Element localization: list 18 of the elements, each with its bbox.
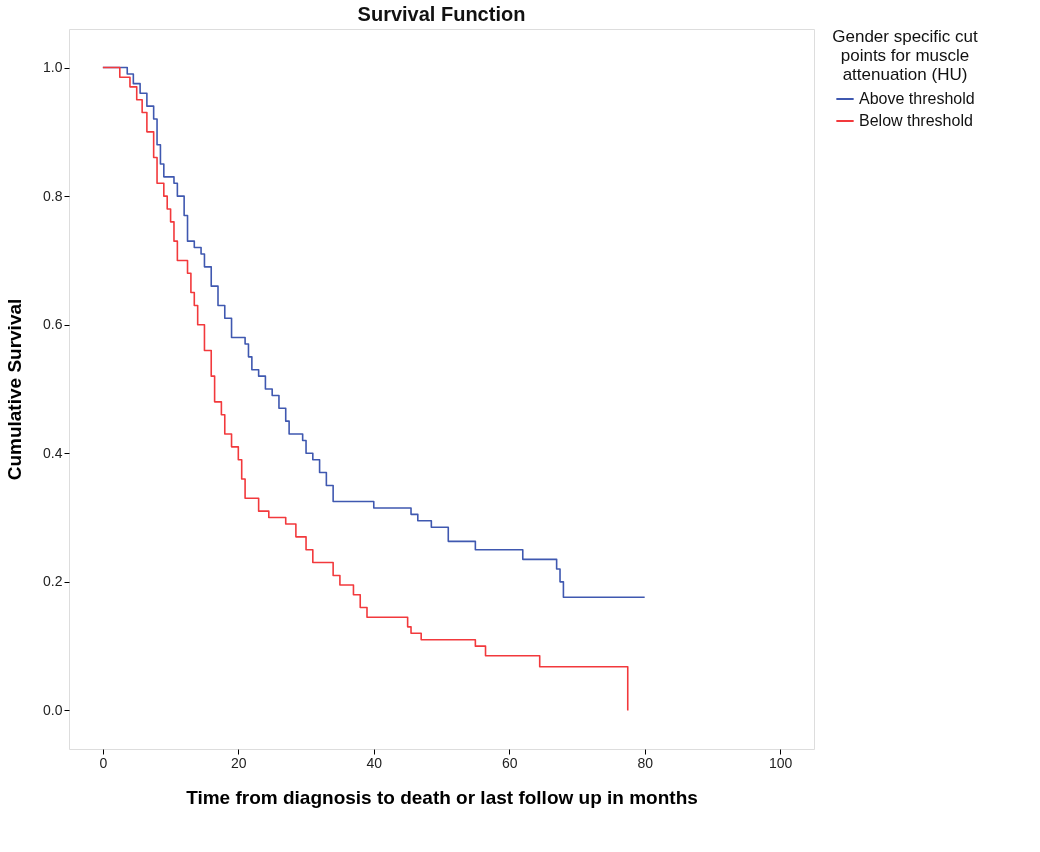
- x-tick-label: 40: [366, 754, 383, 771]
- x-tick-label: 20: [231, 754, 247, 771]
- y-axis-title: Cumulative Survival: [4, 298, 26, 481]
- x-axis-title: Time from diagnosis to death or last follow up in months: [186, 786, 698, 808]
- x-tick-label: 0: [99, 754, 108, 771]
- y-tick-label: 1.0: [43, 59, 63, 76]
- y-tick-label: 0.2: [43, 573, 63, 590]
- x-tick-label: 100: [768, 754, 793, 771]
- y-tick-label: 0.4: [43, 444, 63, 461]
- legend-title: Gender specific cut points for muscle attenuation (HU): [832, 27, 979, 84]
- legend-label: Below threshold: [859, 112, 973, 129]
- y-tick-label: 0.8: [43, 187, 63, 204]
- chart-title: Survival Function: [357, 3, 526, 25]
- x-tick-label: 60: [501, 754, 518, 771]
- y-tick-label: 0.6: [43, 316, 63, 333]
- x-tick-label: 80: [637, 754, 654, 771]
- y-tick-label: 0.0: [43, 701, 63, 718]
- legend-label: Above threshold: [859, 90, 975, 107]
